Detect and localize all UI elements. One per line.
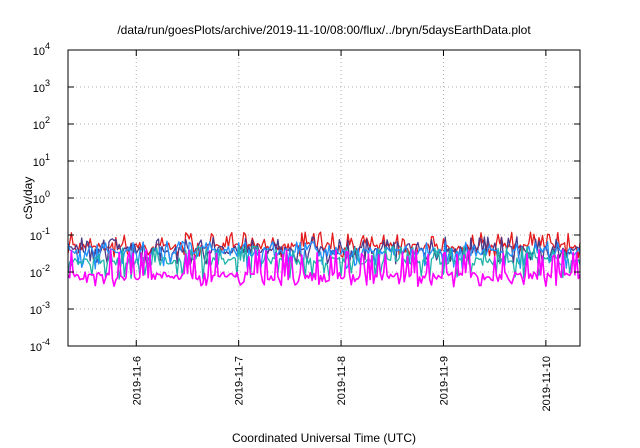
y-axis: 10-4 10-3 10-2 10-1 100 101 102 103 104 — [30, 41, 580, 354]
chart-title: /data/run/goesPlots/archive/2019-11-10/0… — [117, 23, 531, 37]
series-line — [67, 231, 581, 259]
y-tick-label: 10-4 — [30, 337, 50, 354]
x-tick-label: 2019-11-6 — [131, 356, 143, 405]
y-tick-label: 10-1 — [30, 226, 50, 243]
y-tick-label: 100 — [33, 189, 50, 206]
x-tick-label: 2019-11-8 — [336, 356, 348, 405]
grid — [68, 50, 580, 346]
y-tick-label: 101 — [33, 152, 50, 169]
x-axis: 2019-11-6 2019-11-7 2019-11-8 2019-11-9 2019… — [131, 50, 553, 411]
x-axis-label: Coordinated Universal Time (UTC) — [232, 431, 416, 445]
series-line — [67, 249, 581, 288]
y-tick-label: 104 — [33, 41, 50, 58]
x-tick-label: 2019-11-7 — [234, 356, 246, 405]
y-tick-label: 103 — [33, 78, 50, 95]
x-tick-label: 2019-11-9 — [438, 356, 450, 405]
y-tick-label: 10-3 — [30, 300, 50, 317]
y-tick-label: 102 — [33, 115, 50, 132]
y-axis-label: cSv/day — [21, 177, 35, 220]
y-tick-label: 10-2 — [30, 263, 50, 280]
x-tick-label: 2019-11-10 — [541, 356, 553, 411]
series-group — [67, 231, 581, 288]
